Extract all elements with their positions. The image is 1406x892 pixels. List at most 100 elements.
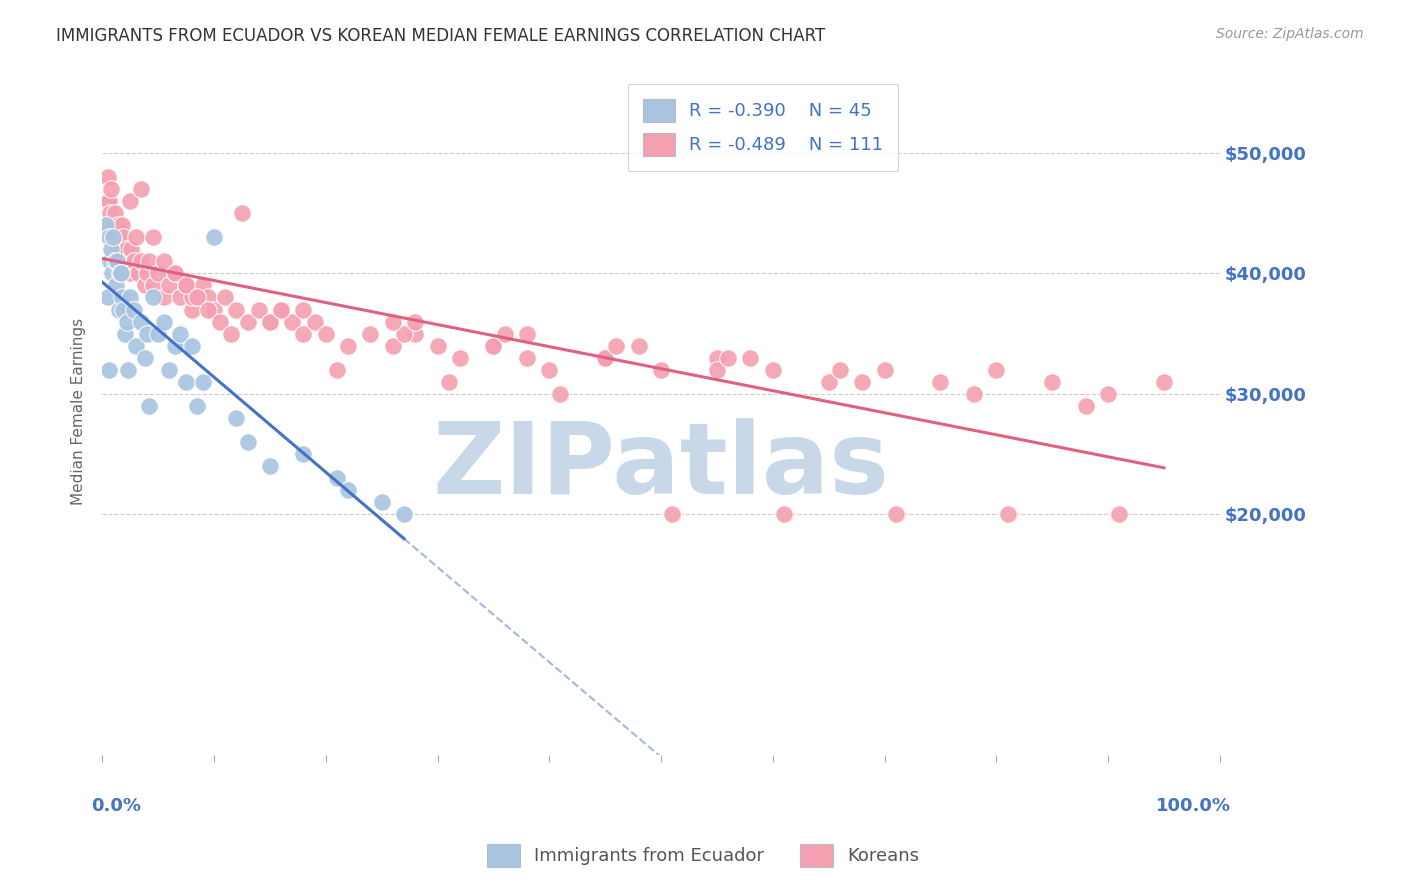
Point: [114, 254, 136, 268]
Point: [131, 182, 153, 196]
Point: [315, 326, 337, 341]
Point: [108, 266, 131, 280]
Point: [100, 182, 122, 196]
Point: [404, 314, 426, 328]
Point: [437, 375, 460, 389]
Point: [96, 194, 118, 208]
Point: [174, 278, 197, 293]
Point: [103, 254, 125, 268]
Point: [304, 314, 326, 328]
Point: [135, 266, 157, 280]
Point: [141, 278, 163, 293]
Point: [292, 447, 315, 461]
Point: [120, 290, 142, 304]
Point: [259, 314, 281, 328]
Point: [115, 242, 138, 256]
Point: [270, 302, 292, 317]
Point: [214, 290, 236, 304]
Point: [105, 242, 128, 256]
Point: [717, 351, 740, 365]
Point: [1074, 399, 1097, 413]
Point: [138, 399, 160, 413]
Point: [103, 230, 125, 244]
Point: [98, 254, 121, 268]
Point: [1040, 375, 1063, 389]
Point: [122, 254, 145, 268]
Point: [381, 339, 404, 353]
Point: [270, 302, 292, 317]
Point: [259, 314, 281, 328]
Point: [94, 218, 117, 232]
Point: [605, 339, 627, 353]
Point: [231, 206, 253, 220]
Legend: Immigrants from Ecuador, Koreans: Immigrants from Ecuador, Koreans: [479, 837, 927, 874]
Point: [197, 302, 219, 317]
Point: [929, 375, 952, 389]
Text: 100.0%: 100.0%: [1156, 797, 1232, 814]
Point: [225, 411, 247, 425]
Point: [125, 339, 148, 353]
Point: [773, 508, 796, 522]
Point: [174, 375, 197, 389]
Point: [225, 302, 247, 317]
Point: [337, 483, 360, 498]
Point: [236, 435, 259, 450]
Point: [180, 290, 202, 304]
Point: [180, 302, 202, 317]
Point: [157, 278, 180, 293]
Point: [97, 194, 120, 208]
Point: [157, 363, 180, 377]
Point: [292, 302, 315, 317]
Point: [141, 290, 163, 304]
Point: [107, 218, 129, 232]
Legend: R = -0.390    N = 45, R = -0.489    N = 111: R = -0.390 N = 45, R = -0.489 N = 111: [628, 85, 898, 170]
Point: [169, 326, 191, 341]
Point: [202, 230, 225, 244]
Point: [997, 508, 1019, 522]
Point: [111, 218, 134, 232]
Point: [115, 314, 138, 328]
Point: [103, 206, 125, 220]
Point: [1108, 508, 1130, 522]
Point: [219, 326, 242, 341]
Point: [101, 266, 124, 280]
Point: [138, 254, 160, 268]
Point: [152, 314, 174, 328]
Point: [94, 218, 117, 232]
Point: [120, 242, 142, 256]
Point: [122, 302, 145, 317]
Point: [134, 351, 156, 365]
Point: [108, 302, 131, 317]
Point: [392, 326, 415, 341]
Point: [134, 278, 156, 293]
Point: [337, 339, 360, 353]
Point: [104, 278, 127, 293]
Point: [152, 290, 174, 304]
Point: [550, 387, 572, 401]
Point: [141, 230, 163, 244]
Point: [593, 351, 616, 365]
Point: [236, 314, 259, 328]
Point: [97, 230, 120, 244]
Point: [131, 254, 153, 268]
Point: [110, 242, 132, 256]
Point: [135, 326, 157, 341]
Point: [117, 363, 139, 377]
Point: [426, 339, 449, 353]
Point: [169, 290, 191, 304]
Point: [202, 302, 225, 317]
Point: [359, 326, 381, 341]
Point: [247, 302, 270, 317]
Point: [174, 278, 197, 293]
Text: Source: ZipAtlas.com: Source: ZipAtlas.com: [1216, 27, 1364, 41]
Point: [120, 194, 142, 208]
Point: [706, 351, 728, 365]
Point: [120, 266, 142, 280]
Point: [326, 471, 349, 485]
Point: [494, 326, 516, 341]
Point: [98, 206, 121, 220]
Point: [146, 326, 169, 341]
Point: [1153, 375, 1175, 389]
Point: [127, 266, 149, 280]
Point: [197, 290, 219, 304]
